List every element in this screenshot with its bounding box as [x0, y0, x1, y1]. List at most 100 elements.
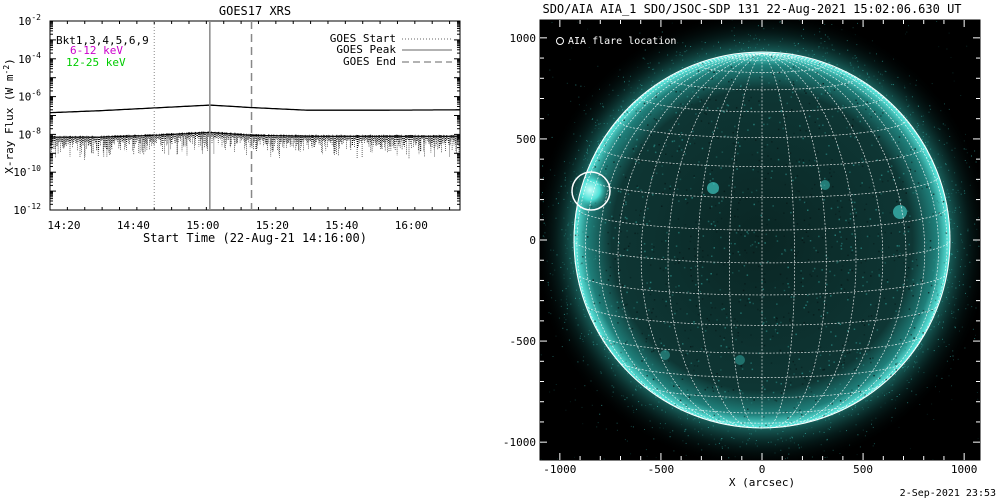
disk-speck — [678, 231, 680, 234]
disk-speck — [649, 113, 652, 116]
goes-x-axis-label: Start Time (22-Aug-21 14:16:00) — [143, 231, 367, 245]
corona-speck — [595, 122, 596, 123]
disk-speck — [708, 280, 710, 283]
disk-speck — [746, 231, 748, 233]
disk-speck — [605, 269, 608, 272]
corona-speck — [947, 196, 949, 198]
corona-speck — [661, 31, 663, 33]
background-speck — [552, 204, 554, 206]
disk-speck — [623, 248, 626, 250]
corona-speck — [943, 183, 945, 185]
corona-speck — [908, 104, 910, 106]
disk-speck — [863, 87, 866, 89]
disk-speck — [620, 351, 622, 354]
disk-speck — [815, 249, 817, 252]
disk-speck — [855, 99, 857, 102]
disk-speck — [669, 89, 671, 91]
disk-speck — [717, 137, 719, 139]
disk-speck — [640, 144, 642, 146]
corona-speck — [991, 273, 992, 274]
disk-speck — [691, 197, 693, 199]
disk-speck — [839, 231, 841, 233]
disk-speck — [917, 182, 920, 184]
corona-speck — [697, 417, 699, 419]
background-speck — [857, 67, 859, 68]
corona-speck — [779, 21, 781, 23]
disk-speck — [930, 302, 932, 304]
corona-speck — [650, 404, 652, 406]
y-tick-label: 10-8 — [18, 126, 41, 141]
disk-speck — [854, 235, 857, 238]
corona-speck — [598, 143, 599, 145]
disk-speck — [757, 200, 760, 203]
footer-timestamp: 2-Sep-2021 23:53 — [900, 488, 996, 499]
background-speck — [547, 114, 549, 116]
legend-goes-start: GOES Start — [330, 32, 396, 45]
corona-speck — [877, 396, 879, 398]
corona-speck — [852, 408, 853, 410]
disk-speck — [809, 370, 811, 373]
corona-speck — [833, 49, 835, 51]
disk-speck — [921, 281, 924, 283]
corona-speck — [566, 329, 568, 331]
corona-speck — [789, 437, 791, 439]
disk-speck — [594, 255, 597, 257]
disk-speck — [763, 319, 766, 321]
disk-speck — [826, 257, 829, 259]
disk-speck — [865, 293, 868, 295]
corona-speck — [602, 103, 603, 105]
corona-speck — [731, 30, 733, 32]
corona-speck — [949, 199, 951, 201]
disk-speck — [665, 305, 667, 307]
disk-speck — [925, 310, 928, 313]
disk-speck — [763, 322, 765, 324]
disk-speck — [711, 255, 713, 257]
corona-speck — [548, 206, 550, 208]
corona-speck — [909, 358, 910, 359]
corona-speck — [570, 181, 572, 183]
corona-speck — [952, 317, 954, 319]
disk-speck — [787, 283, 789, 285]
disk-speck — [826, 283, 828, 286]
disk-speck — [890, 165, 893, 167]
corona-speck — [839, 53, 841, 55]
corona-speck — [822, 55, 824, 57]
corona-speck — [942, 301, 943, 302]
disk-speck — [836, 200, 839, 202]
disk-speck — [868, 186, 871, 189]
latitude-line — [598, 146, 926, 167]
corona-speck — [701, 48, 703, 50]
corona-speck — [566, 304, 568, 306]
disk-speck — [918, 295, 921, 298]
corona-speck — [955, 184, 957, 186]
disk-speck — [858, 132, 861, 134]
disk-speck — [755, 246, 758, 248]
disk-speck — [780, 383, 782, 385]
corona-speck — [614, 374, 616, 376]
x-tick-label: -500 — [648, 463, 675, 476]
corona-speck — [965, 292, 966, 294]
disk-speck — [689, 143, 691, 145]
disk-speck — [710, 223, 713, 225]
disk-speck — [830, 94, 832, 96]
disk-speck — [861, 182, 863, 184]
disk-speck — [818, 309, 820, 311]
disk-speck — [801, 383, 804, 385]
corona-speck — [647, 63, 649, 65]
corona-speck — [963, 273, 964, 275]
disk-speck — [792, 89, 795, 91]
corona-speck — [604, 355, 606, 357]
disk-speck — [645, 256, 648, 258]
corona-speck — [575, 297, 576, 299]
corona-speck — [949, 210, 951, 212]
disk-speck — [708, 98, 711, 101]
disk-speck — [603, 319, 605, 321]
disk-speck — [898, 141, 900, 143]
disk-speck — [720, 217, 723, 220]
disk-speck — [633, 128, 636, 130]
goes-curves — [49, 104, 460, 161]
disk-speck — [740, 365, 742, 367]
disk-speck — [899, 252, 901, 255]
disk-speck — [686, 352, 689, 355]
background-speck — [542, 217, 544, 219]
